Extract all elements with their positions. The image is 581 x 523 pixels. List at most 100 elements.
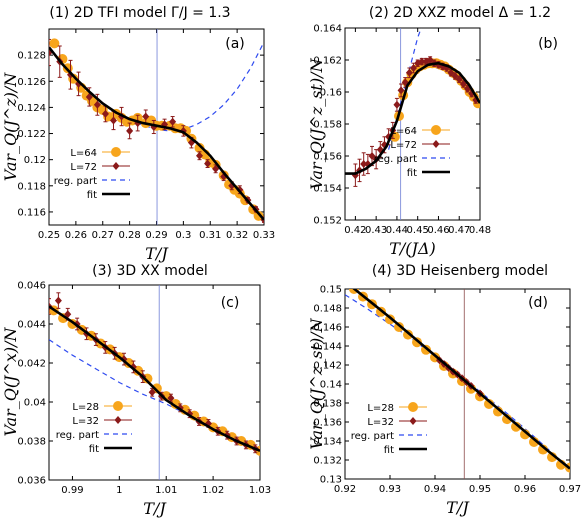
x-tick-label: 0.92	[334, 484, 356, 495]
x-tick-label: 1.03	[249, 485, 271, 496]
panel-tag: (d)	[528, 295, 548, 311]
marker-circle	[484, 398, 494, 409]
x-tick-label: 1.01	[155, 485, 177, 496]
x-tick-label: 0.32	[226, 230, 248, 241]
marker-diamond	[161, 120, 169, 129]
x-tick-label: 1.02	[202, 485, 224, 496]
y-tick-label: 0.15	[320, 285, 342, 296]
legend-swatch-circle	[111, 147, 121, 157]
x-tick-label: 0.96	[514, 484, 536, 495]
marker-diamond	[196, 151, 203, 160]
y-tick-label: 0.046	[17, 281, 46, 292]
legend-swatch-diamond	[409, 417, 417, 425]
legend-label: L=72	[390, 140, 417, 151]
x-tick-label: 0.44	[386, 225, 408, 236]
x-tick-label: 0.25	[38, 230, 60, 241]
plot-frame	[344, 27, 481, 221]
y-tick-label: 0.122	[17, 129, 46, 140]
marker-circle	[520, 429, 530, 440]
panel-title: (1) 2D TFI model Γ/J = 1.3	[49, 5, 230, 21]
y-tick-label: 0.158	[313, 120, 342, 131]
legend-swatch-diamond	[114, 416, 122, 424]
x-tick-label: 0.3	[175, 230, 191, 241]
legend-label: reg. part	[351, 431, 394, 442]
panel-tag: (a)	[225, 36, 245, 52]
x-tick-label: 0.31	[199, 230, 221, 241]
y-tick-label: 0.152	[313, 216, 342, 227]
y-tick-label: 0.138	[313, 399, 342, 410]
marker-diamond	[167, 394, 175, 403]
x-tick-label: 0.29	[145, 230, 167, 241]
panel-title: (4) 3D Heisenberg model	[372, 263, 548, 279]
y-tick-label: 0.16	[320, 88, 342, 99]
y-tick-label: 0.04	[24, 398, 46, 409]
panel-3: (3) 3D XX model (c) 0.99 1 1.01 1.02 1.03 0.036…	[1, 263, 271, 518]
marker-diamond	[110, 116, 117, 125]
y-tick-label: 0.144	[313, 342, 342, 353]
x-axis-label: T/J	[145, 244, 169, 263]
panel-2: (2) 2D XXZ model Δ = 1.2(b)0.420.430.440…	[307, 5, 558, 258]
y-tick-label: 0.124	[17, 103, 46, 114]
legend-label: fit	[407, 168, 417, 179]
marker-diamond	[410, 64, 418, 72]
marker-diamond	[93, 100, 101, 109]
legend-label: L=64	[70, 148, 97, 159]
y-tick-label: 0.136	[313, 418, 342, 429]
marker-diamond	[455, 75, 463, 84]
plot-area	[49, 285, 260, 480]
panel-tag: (c)	[221, 295, 240, 311]
marker-diamond	[126, 126, 134, 135]
legend-label: reg. part	[374, 154, 417, 165]
x-axis-label: T/J	[446, 498, 470, 517]
panel-4: (4) 3D Heisenberg model (d) 0.92 0.93 0.94 0.…	[307, 263, 581, 517]
y-tick-label: 0.118	[17, 181, 46, 192]
y-tick-label: 0.156	[313, 152, 342, 163]
marker-diamond	[360, 160, 368, 168]
y-axis-label: Var_Q(J^x)/N	[1, 326, 20, 436]
legend-swatch-diamond	[432, 140, 440, 148]
x-tick-label: 0.42	[344, 225, 366, 236]
y-axis-label: Var_Q(J^z_st)/N	[307, 57, 326, 189]
plot-frame	[344, 288, 571, 480]
marker-circle	[529, 436, 539, 447]
series-fit	[49, 46, 264, 221]
legend-swatch-circle	[408, 402, 418, 412]
y-tick-label: 0.162	[313, 56, 342, 67]
x-tick-label: 0.45	[407, 225, 429, 236]
legend-label: L=28	[367, 403, 394, 414]
panel-title: (2) 2D XXZ model Δ = 1.2	[369, 5, 551, 21]
y-tick-label: 0.116	[17, 207, 46, 218]
marker-diamond	[169, 117, 177, 126]
marker-diamond	[54, 296, 62, 305]
marker-diamond	[418, 57, 426, 66]
y-tick-label: 0.126	[17, 77, 46, 88]
legend-label: L=32	[72, 416, 99, 427]
series-fit	[49, 305, 260, 452]
y-tick-label: 0.038	[17, 437, 46, 448]
x-tick-label: 0.28	[118, 230, 140, 241]
marker-diamond	[204, 159, 212, 168]
x-tick-label: 0.48	[469, 225, 491, 236]
marker-diamond	[142, 112, 150, 121]
y-tick-label: 0.042	[17, 359, 46, 370]
x-tick-label: 1	[116, 485, 122, 496]
legend-swatch-diamond	[112, 162, 120, 170]
plot-area	[49, 29, 264, 225]
y-tick-label: 0.134	[313, 437, 342, 448]
x-tick-label: 0.95	[469, 484, 491, 495]
legend-swatch-circle	[431, 125, 441, 135]
y-tick-label: 0.164	[313, 24, 342, 35]
marker-diamond	[393, 100, 401, 109]
legend-label: reg. part	[54, 176, 97, 187]
marker-circle	[493, 406, 503, 417]
y-tick-label: 0.12	[24, 155, 46, 166]
y-axis-label: Var_Q(J^z)/N	[1, 72, 20, 182]
legend-label: fit	[89, 444, 99, 455]
y-tick-label: 0.132	[313, 456, 342, 467]
panel-tag: (b)	[538, 36, 558, 52]
legend-label: L=72	[70, 162, 97, 173]
x-tick-label: 0.46	[427, 225, 449, 236]
y-tick-label: 0.142	[313, 361, 342, 372]
x-axis-label: T/J	[143, 499, 167, 518]
